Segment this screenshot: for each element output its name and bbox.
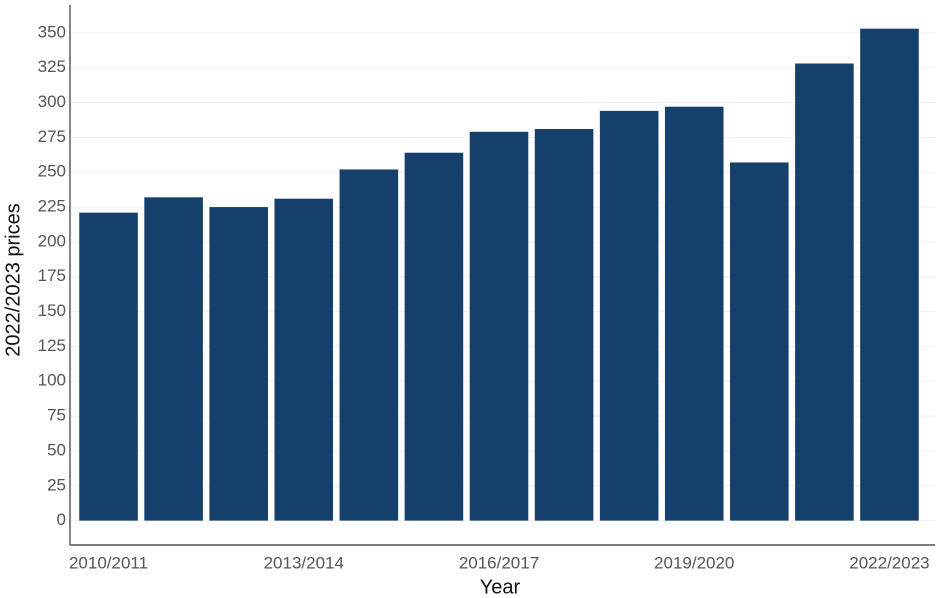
bar [599, 110, 659, 521]
y-tick-label: 75 [47, 406, 66, 425]
x-tick-label: 2013/2014 [264, 553, 344, 572]
y-tick-label: 250 [38, 162, 66, 181]
x-tick-label: 2016/2017 [459, 553, 539, 572]
bar [144, 197, 203, 521]
x-axis-title: Year [480, 576, 521, 598]
y-tick-label: 275 [38, 127, 66, 146]
y-tick-label: 350 [38, 22, 66, 41]
y-tick-label: 125 [38, 336, 66, 355]
y-tick-label: 0 [57, 510, 66, 529]
y-tick-label: 25 [47, 475, 66, 494]
bar [79, 212, 138, 521]
bar [404, 152, 464, 521]
y-tick-label: 325 [38, 57, 66, 76]
bar [730, 162, 789, 521]
x-tick-label: 2010/2011 [69, 553, 148, 572]
y-tick-label: 100 [38, 371, 66, 390]
y-tick-label: 200 [38, 231, 66, 250]
bar [534, 129, 594, 521]
y-tick-label: 150 [38, 301, 66, 320]
bar [860, 28, 919, 521]
bar [795, 63, 854, 521]
bar [209, 207, 268, 521]
bar [339, 169, 399, 521]
y-tick-label: 175 [38, 266, 66, 285]
y-tick-label: 225 [38, 197, 66, 216]
x-tick-label: 2022/2023 [849, 553, 929, 572]
y-tick-label: 300 [38, 92, 66, 111]
bar [664, 106, 724, 521]
bar [274, 198, 334, 521]
x-tick-label: 2019/2020 [654, 553, 734, 572]
y-axis-title: 2022/2023 prices [2, 203, 24, 356]
y-tick-label: 50 [47, 440, 66, 459]
bar [469, 131, 529, 521]
